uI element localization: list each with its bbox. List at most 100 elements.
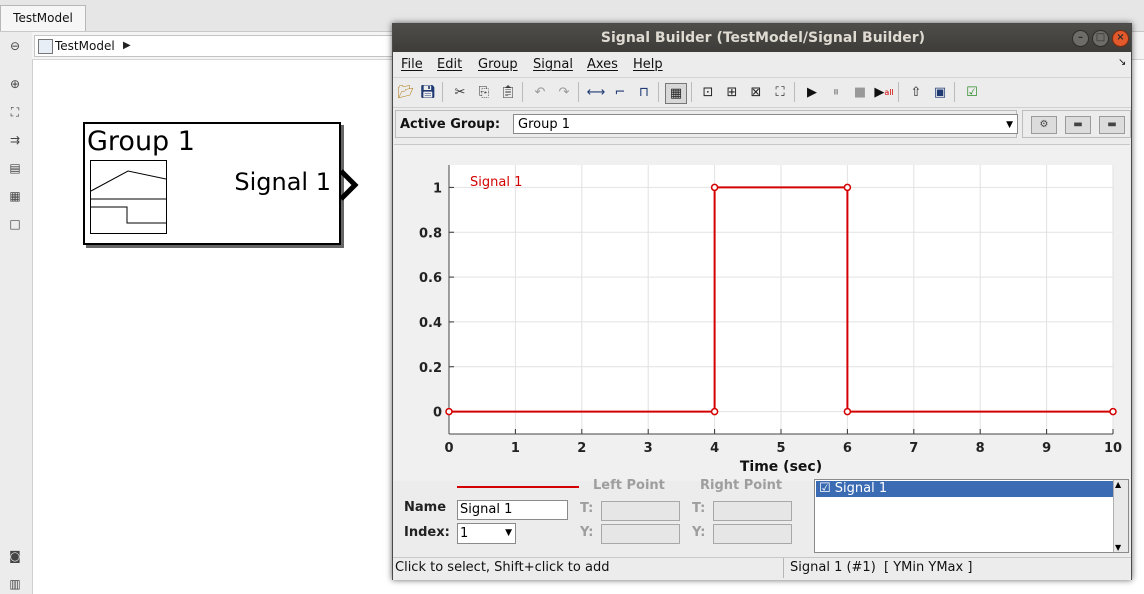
signal-editor-panel: Left Point Right Point Name Signal 1 Ind… — [393, 477, 1131, 557]
list-item[interactable]: ☑ Signal 1 — [816, 481, 1114, 497]
maximize-button[interactable]: □ — [1092, 30, 1109, 47]
left-point-t-field[interactable] — [601, 501, 680, 521]
menu-signal[interactable]: Signal — [533, 57, 573, 72]
status-bar: Click to select, Shift+click to add Sign… — [393, 557, 1131, 580]
grid-toggle-icon[interactable]: ▦ — [665, 83, 687, 104]
scroll-down-icon[interactable]: ▼ — [1115, 543, 1121, 552]
y-tick-label: 0.4 — [419, 316, 442, 331]
settings-gear-icon[interactable]: ⚙ — [1031, 116, 1057, 134]
left-point-y-field[interactable] — [601, 524, 680, 544]
signal-chart[interactable]: 0 1 2 3 4 5 6 7 8 9 10 0 0.2 0.4 0.6 0.8 1 Signal 1 Time… — [394, 145, 1130, 481]
left-y-label: Y: — [580, 525, 593, 540]
signal-index-select[interactable]: 1 ▼ — [457, 523, 516, 544]
scroll-up-icon[interactable]: ▲ — [1115, 480, 1121, 489]
right-point-y-field[interactable] — [713, 524, 792, 544]
x-tick-label: 5 — [776, 441, 785, 456]
active-group-bar: Active Group: Group 1 ▼ ⚙ ▬ ▬ — [393, 110, 1131, 140]
image-icon[interactable]: ▦ — [7, 188, 23, 204]
block-output-port-icon[interactable] — [339, 168, 361, 202]
menu-bar: File Edit Group Signal Axes Help ↘ — [393, 52, 1131, 76]
active-group-value: Group 1 — [518, 117, 570, 132]
menu-group[interactable]: Group — [478, 57, 518, 72]
area-icon[interactable]: □ — [7, 216, 23, 232]
constant-segment-icon[interactable]: ⟷ — [586, 83, 606, 102]
cut-icon[interactable]: ✂ — [450, 83, 470, 102]
model-left-toolbar: ⊖ ⊕ ⛶ ⇉ ▤ ▦ □ ◙ ▥ — [0, 32, 33, 594]
menu-overflow-icon[interactable]: ↘ — [1118, 57, 1126, 68]
breadcrumb-model[interactable]: TestModel — [55, 36, 115, 56]
x-tick-label: 1 — [511, 441, 520, 456]
annotation-icon[interactable]: ▤ — [7, 160, 23, 176]
breadcrumb[interactable]: TestModel ▶ — [34, 35, 396, 57]
signal-point[interactable] — [844, 184, 850, 190]
explorer-bar-icon[interactable]: ▥ — [7, 576, 23, 592]
legend-signal-1: Signal 1 — [470, 175, 522, 190]
signal-builder-block[interactable]: Group 1 Signal 1 — [83, 122, 341, 245]
save-icon[interactable]: 💾︎ — [418, 83, 438, 102]
y-tick-label: 0 — [433, 406, 442, 421]
show-path-icon[interactable]: ⇧ — [906, 83, 926, 102]
menu-file[interactable]: File — [401, 57, 423, 72]
pulse-segment-icon[interactable]: ⊓ — [634, 83, 654, 102]
right-t-label: T: — [692, 501, 705, 516]
signal-plot[interactable]: 0 1 2 3 4 5 6 7 8 9 10 0 0.2 0.4 0.6 0.8 1 Signal 1 Time… — [394, 144, 1130, 481]
right-y-label: Y: — [692, 525, 705, 540]
x-tick-label: 7 — [909, 441, 918, 456]
x-tick-label: 6 — [843, 441, 852, 456]
window-titlebar[interactable]: Signal Builder (TestModel/Signal Builder… — [393, 24, 1131, 52]
signal-point[interactable] — [1110, 409, 1116, 415]
start-simulation-icon[interactable]: ▶ — [802, 83, 822, 102]
y-tick-label: 0.6 — [419, 271, 442, 286]
right-point-t-field[interactable] — [713, 501, 792, 521]
x-tick-label: 2 — [577, 441, 586, 456]
breadcrumb-arrow-icon[interactable]: ▶ — [123, 36, 131, 56]
zoom-y-icon[interactable]: ⊞ — [722, 83, 742, 102]
arrows-icon[interactable]: ⇉ — [7, 132, 23, 148]
requirements-icon[interactable]: ☑ — [962, 83, 982, 102]
verification-icon[interactable]: ▣ — [930, 83, 950, 102]
zoom-icon[interactable]: ⊕ — [7, 76, 23, 92]
copy-icon[interactable]: ⎘ — [474, 83, 494, 102]
x-tick-label: 0 — [444, 441, 453, 456]
close-button[interactable]: × — [1112, 30, 1129, 47]
run-all-icon[interactable]: ▶all — [874, 83, 894, 102]
chevron-down-icon: ▼ — [505, 524, 512, 543]
redo-icon[interactable]: ↷ — [554, 83, 574, 102]
signal-name-input[interactable]: Signal 1 — [457, 500, 568, 520]
x-axis-label: Time (sec) — [740, 459, 822, 475]
signal-point[interactable] — [712, 409, 718, 415]
full-view-icon[interactable]: ⛶ — [770, 83, 790, 102]
menu-axes[interactable]: Axes — [587, 57, 618, 72]
signal-list-scrollbar[interactable]: ▲ ▼ — [1113, 480, 1128, 552]
menu-help[interactable]: Help — [633, 57, 663, 72]
tab-testmodel[interactable]: TestModel — [0, 5, 86, 31]
signal-point[interactable] — [446, 409, 452, 415]
block-output-label: Signal 1 — [234, 168, 331, 196]
back-icon[interactable]: ⊖ — [7, 38, 23, 54]
group-button-2[interactable]: ▬ — [1065, 116, 1091, 134]
signal-point[interactable] — [712, 184, 718, 190]
signal-point[interactable] — [844, 409, 850, 415]
undo-icon[interactable]: ↶ — [530, 83, 550, 102]
zoom-xy-icon[interactable]: ⊠ — [746, 83, 766, 102]
x-tick-label: 4 — [710, 441, 719, 456]
fit-view-icon[interactable]: ⛶ — [7, 104, 23, 120]
minimize-button[interactable]: – — [1072, 30, 1089, 47]
x-tick-label: 3 — [644, 441, 653, 456]
block-group-title: Group 1 — [87, 126, 195, 157]
signal-list[interactable]: ☑ Signal 1 ▲ ▼ — [814, 479, 1129, 553]
stop-simulation-icon[interactable]: ■ — [850, 83, 870, 102]
pause-simulation-icon[interactable]: ⏸︎ — [826, 83, 846, 102]
zoom-x-icon[interactable]: ⊡ — [698, 83, 718, 102]
active-group-label: Active Group: — [400, 117, 500, 132]
open-icon[interactable]: 📂︎ — [396, 83, 416, 102]
signal-index-value: 1 — [460, 526, 468, 541]
group-button-3[interactable]: ▬ — [1099, 116, 1125, 134]
paste-icon[interactable]: 📋︎ — [498, 83, 518, 102]
active-group-select[interactable]: Group 1 ▼ — [513, 114, 1018, 134]
camera-icon[interactable]: ◙ — [7, 548, 23, 564]
name-label: Name — [404, 500, 446, 515]
step-segment-icon[interactable]: ⌐ — [610, 83, 630, 102]
menu-edit[interactable]: Edit — [437, 57, 462, 72]
block-signal-preview-icon — [90, 160, 167, 234]
